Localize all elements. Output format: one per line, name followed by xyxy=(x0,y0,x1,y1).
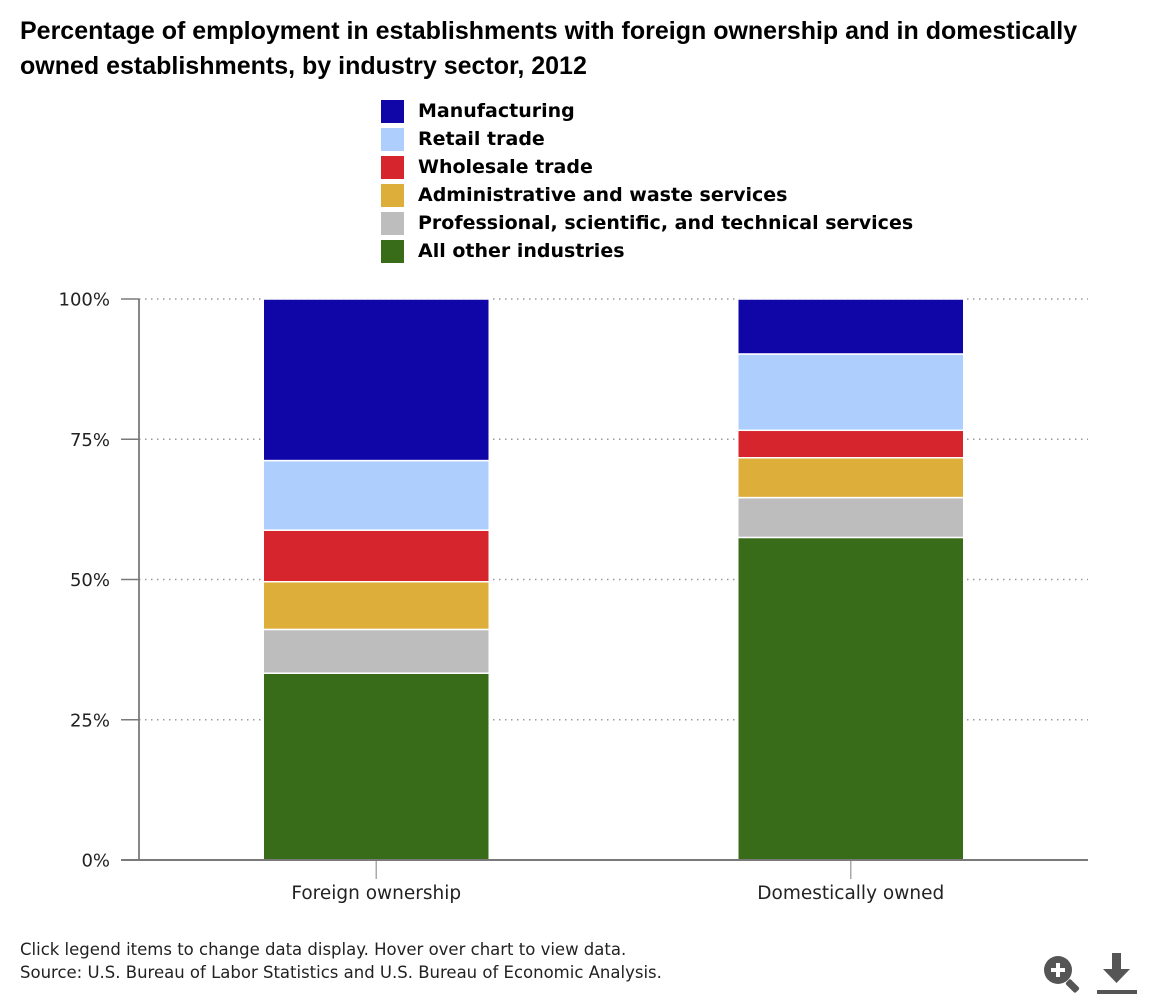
legend-swatch xyxy=(381,99,404,123)
legend-swatch xyxy=(381,127,404,151)
bar-segment-professional-scientific-and-technical-services[interactable] xyxy=(737,496,965,539)
legend-label: Manufacturing xyxy=(418,100,575,122)
chart-footer: Click legend items to change data displa… xyxy=(20,938,662,984)
legend-item-all-other-industries[interactable]: All other industries xyxy=(381,237,913,265)
legend-item-professional-scientific-and-technical-services[interactable]: Professional, scientific, and technical … xyxy=(381,209,913,237)
y-tick-label: 75% xyxy=(70,430,110,451)
bar-segment-all-other-industries[interactable] xyxy=(262,672,490,861)
bar-segment-professional-scientific-and-technical-services[interactable] xyxy=(262,628,490,674)
bar-segment-administrative-and-waste-services[interactable] xyxy=(262,580,490,631)
y-tick-label: 100% xyxy=(59,290,110,311)
legend-swatch xyxy=(381,211,404,235)
y-tick-label: 0% xyxy=(81,851,110,872)
bar-segment-retail-trade[interactable] xyxy=(737,353,965,432)
legend-swatch xyxy=(381,183,404,207)
bar-segment-wholesale-trade[interactable] xyxy=(737,429,965,459)
chart-legend: Manufacturing Retail trade Wholesale trade… xyxy=(381,97,913,265)
footer-note: Click legend items to change data displa… xyxy=(20,940,627,959)
y-tick-label: 25% xyxy=(70,710,110,731)
bar-chart[interactable]: 0% 25% 50% 75% 100% Foreign ownership Domestic… xyxy=(0,0,1160,920)
bar-segment-administrative-and-waste-services[interactable] xyxy=(737,457,965,499)
bar-segment-manufacturing[interactable] xyxy=(737,298,965,355)
bar-segment-manufacturing[interactable] xyxy=(262,298,490,462)
legend-swatch xyxy=(381,239,404,263)
legend-label: Retail trade xyxy=(418,128,545,150)
legend-label: All other industries xyxy=(418,240,625,262)
legend-label: Wholesale trade xyxy=(418,156,593,178)
legend-item-administrative-and-waste-services[interactable]: Administrative and waste services xyxy=(381,181,913,209)
download-icon[interactable] xyxy=(1095,950,1139,996)
legend-label: Administrative and waste services xyxy=(418,184,788,206)
legend-swatch xyxy=(381,155,404,179)
y-tick-label: 50% xyxy=(70,570,110,591)
bar-group-domestically-owned[interactable] xyxy=(737,298,965,861)
x-tick-label: Domestically owned xyxy=(757,883,944,904)
bar-segment-retail-trade[interactable] xyxy=(262,459,490,531)
chart-title: Percentage of employment in establishmen… xyxy=(20,17,1078,80)
legend-item-manufacturing[interactable]: Manufacturing xyxy=(381,97,913,125)
footer-source: Source: U.S. Bureau of Labor Statistics … xyxy=(20,963,662,982)
zoom-in-icon[interactable] xyxy=(1040,952,1082,994)
bar-group-foreign-ownership[interactable] xyxy=(262,298,490,861)
bar-segment-wholesale-trade[interactable] xyxy=(262,529,490,583)
legend-item-retail-trade[interactable]: Retail trade xyxy=(381,125,913,153)
legend-label: Professional, scientific, and technical … xyxy=(418,212,914,234)
legend-item-wholesale-trade[interactable]: Wholesale trade xyxy=(381,153,913,181)
x-tick-label: Foreign ownership xyxy=(291,883,461,904)
bar-segment-all-other-industries[interactable] xyxy=(737,536,965,861)
